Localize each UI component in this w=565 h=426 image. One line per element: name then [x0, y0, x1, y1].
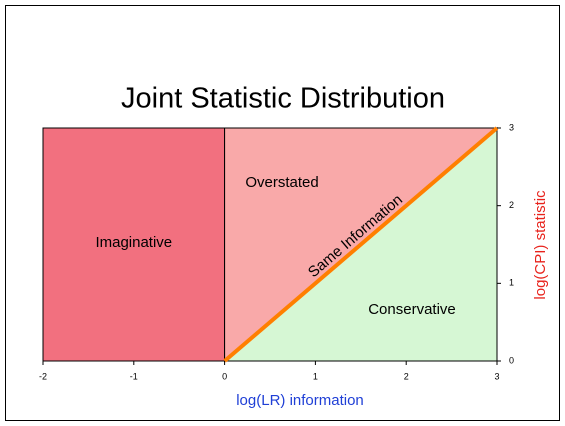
y-tick-label: 0: [509, 355, 514, 365]
x-tick-label: -2: [39, 371, 47, 381]
diagonal-line: [223, 126, 499, 363]
y-tick-label: 1: [509, 278, 514, 288]
y-tick-label: 2: [509, 200, 514, 210]
y-axis-label: log(CPI) statistic: [532, 190, 549, 300]
region-label: Imaginative: [95, 234, 172, 251]
y-tick-label: 3: [509, 122, 514, 132]
x-tick-label: 1: [313, 371, 318, 381]
x-tick-label: 3: [494, 371, 499, 381]
chart-title: Joint Statistic Distribution: [121, 83, 445, 115]
x-axis-label: log(LR) information: [236, 392, 364, 409]
region-label: Overstated: [245, 174, 318, 191]
region-label: Conservative: [368, 301, 456, 318]
x-tick-label: 0: [222, 371, 227, 381]
x-tick-label: 2: [404, 371, 409, 381]
x-tick-label: -1: [130, 371, 138, 381]
